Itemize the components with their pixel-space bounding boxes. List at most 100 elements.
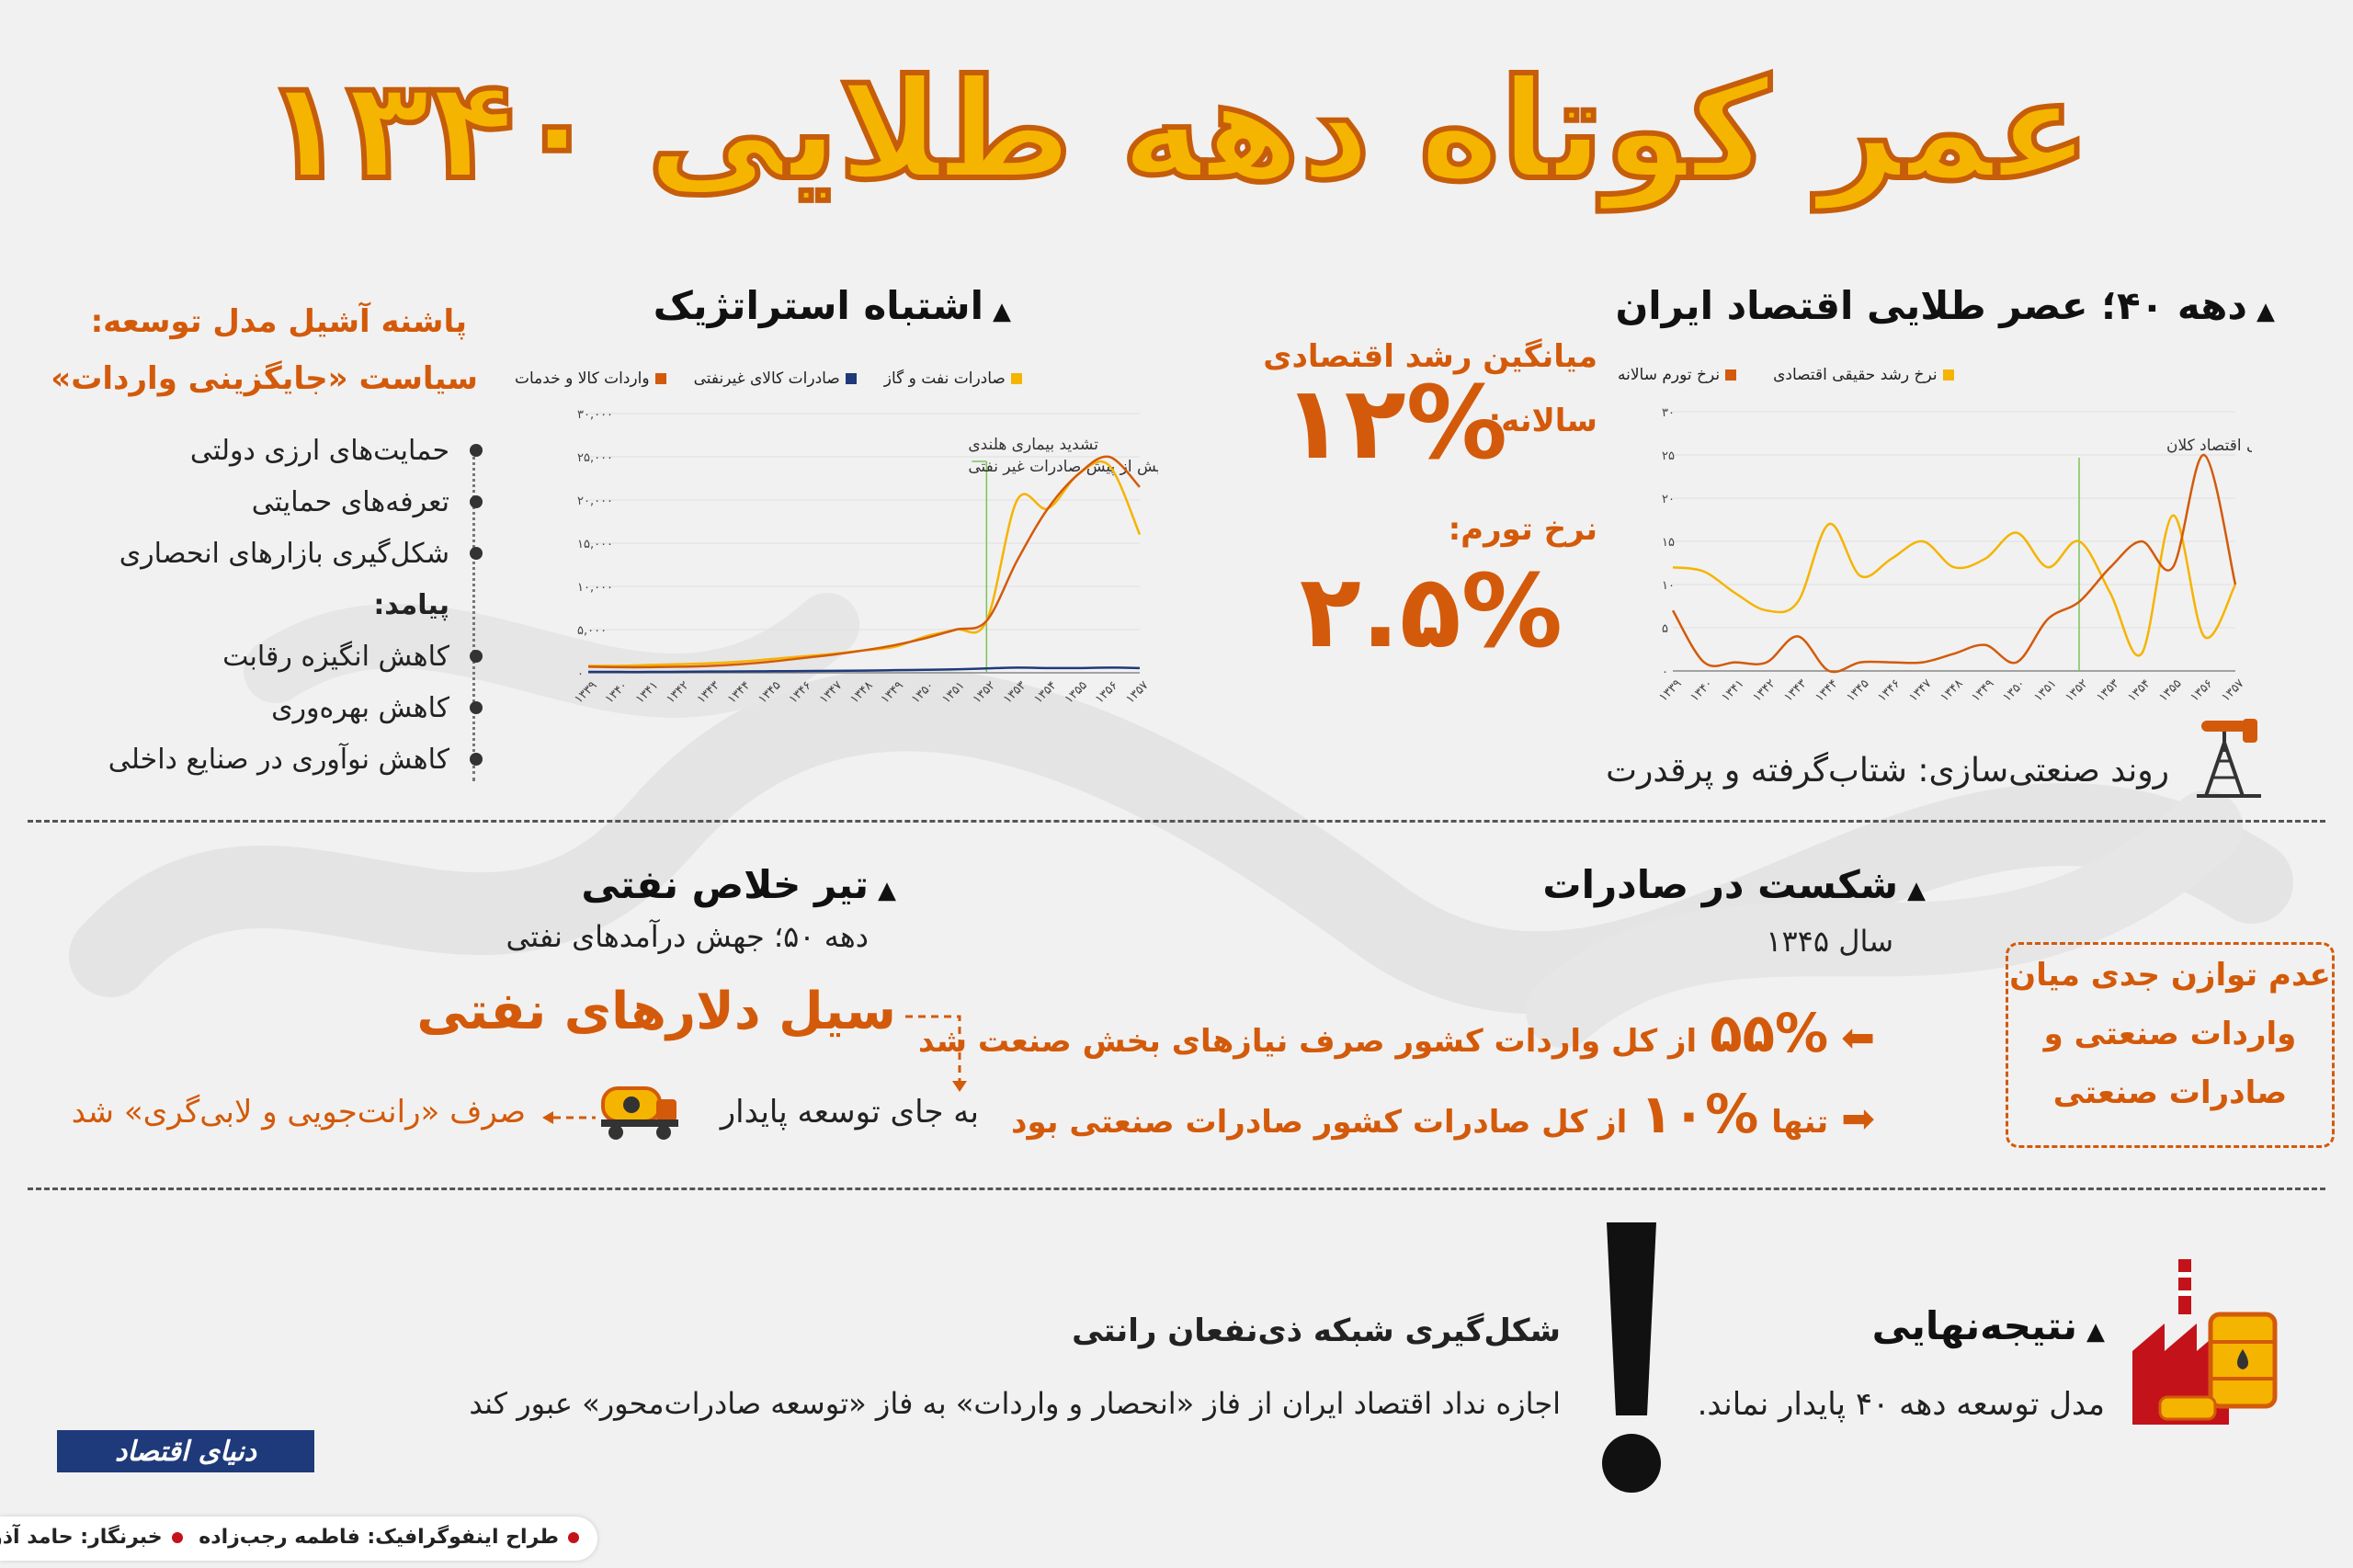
x-tick-label: ۱۳۵۱ (2031, 676, 2059, 704)
conclusion-text: مدل توسعه دهه ۴۰ پایدار نماند. (1697, 1386, 2105, 1423)
x-tick-label: ۱۳۴۴ (1813, 676, 1840, 704)
x-tick-label: ۱۳۴۰ (603, 678, 631, 706)
export-stat-line: ➡ تنها ۱۰% از کل صادرات کشور صادرات صنعت… (1011, 1083, 1875, 1145)
y-tick-label: ۵,۰۰۰ (577, 624, 607, 638)
x-tick-label: ۱۳۴۴ (725, 678, 753, 706)
x-tick-label: ۱۳۵۷ (1123, 678, 1151, 706)
triangle-icon: ▲ (2256, 298, 2275, 325)
bullet-dot (470, 444, 483, 457)
x-tick-label: ۱۳۵۱ (939, 678, 967, 706)
x-tick-label: ۱۳۴۷ (1906, 676, 1934, 704)
instead-text: به جای توسعه پایدار (720, 1094, 979, 1131)
export-text: از کل صادرات کشور صادرات صنعتی بود (1011, 1104, 1628, 1141)
y-tick-label: ۱۵,۰۰۰ (577, 538, 613, 551)
oil-pump-icon (2197, 719, 2261, 798)
x-tick-label: ۱۳۳۹ (1656, 676, 1684, 704)
x-tick-label: ۱۳۴۳ (695, 678, 722, 706)
x-tick-label: ۱۳۴۱ (633, 678, 661, 706)
x-tick-label: ۱۳۴۱ (1719, 676, 1746, 704)
designer-credit: طراح اینفوگرافیک: فاطمه رجب‌زاده (199, 1526, 559, 1549)
oil-tanker-truck-icon (601, 1086, 678, 1140)
x-tick-label: ۱۳۵۳ (2094, 676, 2121, 704)
strategic-mistake-heading: ▲اشتباه استراتژیک (653, 283, 1011, 328)
annotation-label: و سرکوب بیش از پیش صادرات غیر نفتی (968, 458, 1158, 476)
import-pct: ۵۵% (1710, 1002, 1829, 1064)
y-tick-label: ۲۵ (1662, 449, 1675, 463)
triangle-icon: ▲ (878, 877, 896, 904)
x-tick-label: ۱۳۵۰ (909, 678, 937, 706)
factory-barrel-icon (2132, 1259, 2278, 1425)
y-tick-label: ۲۵,۰۰۰ (577, 451, 613, 465)
annual-label: سالانه: (1488, 403, 1597, 439)
x-tick-label: ۱۳۳۹ (572, 678, 599, 706)
y-tick-label: ۰ (577, 667, 584, 681)
inflation-label: نرخ تورم: (1448, 511, 1597, 548)
bullet-dot (470, 547, 483, 560)
legend-nonoil-exports: صادرات کالای غیرنفتی (694, 369, 857, 388)
y-tick-label: ۳۰,۰۰۰ (577, 408, 613, 422)
legend-imports: واردات کالا و خدمات (515, 369, 666, 388)
network-title: شکل‌گیری شبکه ذی‌نفعان رانتی (1072, 1312, 1561, 1349)
x-tick-label: ۱۳۴۹ (1969, 676, 1996, 704)
legend-oil-exports: صادرات نفت و گاز (884, 369, 1022, 388)
page-title: عمر کوتاه دهه طلایی ۱۳۴۰ (259, 51, 2091, 210)
policy-heading-line1: پاشنه آشیل مدل توسعه: (90, 303, 467, 340)
section-divider (28, 820, 2325, 823)
x-tick-label: ۱۳۴۵ (756, 678, 783, 706)
growth-value: ۱۲% (1282, 364, 1508, 482)
credits: طراح اینفوگرافیک: فاطمه رجب‌زاده خبرنگار… (0, 1526, 588, 1549)
export-year: سال ۱۳۴۵ (1766, 924, 1893, 959)
x-tick-label: ۱۳۵۵ (1063, 678, 1090, 706)
section-divider (28, 1187, 2325, 1190)
trade-chart: ۰ ۵,۰۰۰ ۱۰,۰۰۰ ۱۵,۰۰۰ ۲۰,۰۰۰ ۲۵,۰۰۰ ۳۰,۰۰۰ ۱۳۳۹… (572, 408, 1158, 707)
x-tick-label: ۱۳۴۶ (787, 678, 814, 706)
series-line (587, 460, 1142, 667)
import-text: از کل واردات کشور صرف نیازهای بخش صنعت ش… (917, 1023, 1698, 1060)
x-tick-label: ۱۳۵۴ (2125, 676, 2153, 704)
inflation-value: ۲.۵% (1299, 552, 1563, 670)
legend-growth: نرخ رشد حقیقی اقتصادی (1773, 366, 1954, 384)
x-tick-label: ۱۳۵۶ (2188, 676, 2215, 704)
trade-chart-legend: صادرات نفت و گاز صادرات کالای غیرنفتی وا… (515, 369, 1149, 388)
bullet-dot (470, 701, 483, 714)
y-tick-label: ۲۰ (1662, 493, 1675, 506)
x-tick-label: ۱۳۵۴ (1031, 678, 1059, 706)
legend-inflation: نرخ تورم سالانه (1618, 366, 1737, 384)
x-tick-label: ۱۳۵۳ (1001, 678, 1029, 706)
y-tick-label: ۵ (1662, 622, 1668, 636)
x-tick-label: ۱۳۵۲ (2063, 676, 2090, 704)
policy-connector-line (472, 450, 475, 781)
x-tick-label: ۱۳۵۲ (971, 678, 998, 706)
policy-item: تعرفه‌های حمایتی (5, 476, 483, 528)
x-tick-label: ۱۳۵۷ (2219, 676, 2246, 704)
x-tick-label: ۱۳۴۲ (664, 678, 691, 706)
annotation-label: آغاز بی‌ثباتی اقتصاد کلان (2166, 435, 2252, 455)
conclusion-heading: ▲نتیجه‌نهایی (1871, 1303, 2105, 1348)
x-tick-label: ۱۳۴۶ (1875, 676, 1903, 704)
x-tick-label: ۱۳۵۶ (1093, 678, 1120, 706)
triangle-icon: ▲ (993, 298, 1011, 325)
policy-list: حمایت‌های ارزی دولتی تعرفه‌های حمایتی شک… (5, 425, 483, 785)
x-tick-label: ۱۳۴۹ (879, 678, 906, 706)
exclamation-icon (1602, 1222, 1661, 1493)
series-line (588, 666, 1141, 674)
industrialization-text: روند صنعتی‌سازی: شتاب‌گرفته و پرقدرت (1606, 752, 2169, 790)
network-text: اجازه نداد اقتصاد ایران از فاز «انحصار و… (469, 1386, 1561, 1421)
series-line (587, 455, 1141, 669)
x-tick-label: ۱۳۴۵ (1844, 676, 1871, 704)
flow-arrow-down (905, 1015, 967, 1092)
series-line (1672, 514, 2237, 657)
consequence-label: پیامد: (373, 588, 449, 621)
red-dot-icon (171, 1532, 183, 1543)
x-tick-label: ۱۳۴۸ (847, 678, 875, 706)
x-tick-label: ۱۳۴۷ (817, 678, 845, 706)
imbalance-line: واردات صنعتی و (2043, 1016, 2297, 1052)
export-failure-heading: ▲شکست در صادرات (1542, 862, 1926, 907)
import-stat-line: ⬅ ۵۵% از کل واردات کشور صرف نیازهای بخش … (918, 1002, 1875, 1064)
red-dot-icon (568, 1532, 579, 1543)
rent-seeking-text: صرف «رانت‌جویی و لابی‌گری» شد (71, 1094, 526, 1131)
arrow-left-icon: ⬅ (1841, 1015, 1875, 1062)
brand-logo: دنیای اقتصاد (57, 1430, 314, 1472)
growth-chart-legend: نرخ رشد حقیقی اقتصادی نرخ تورم سالانه (1618, 366, 2252, 384)
x-tick-label: ۱۳۴۲ (1750, 676, 1778, 704)
